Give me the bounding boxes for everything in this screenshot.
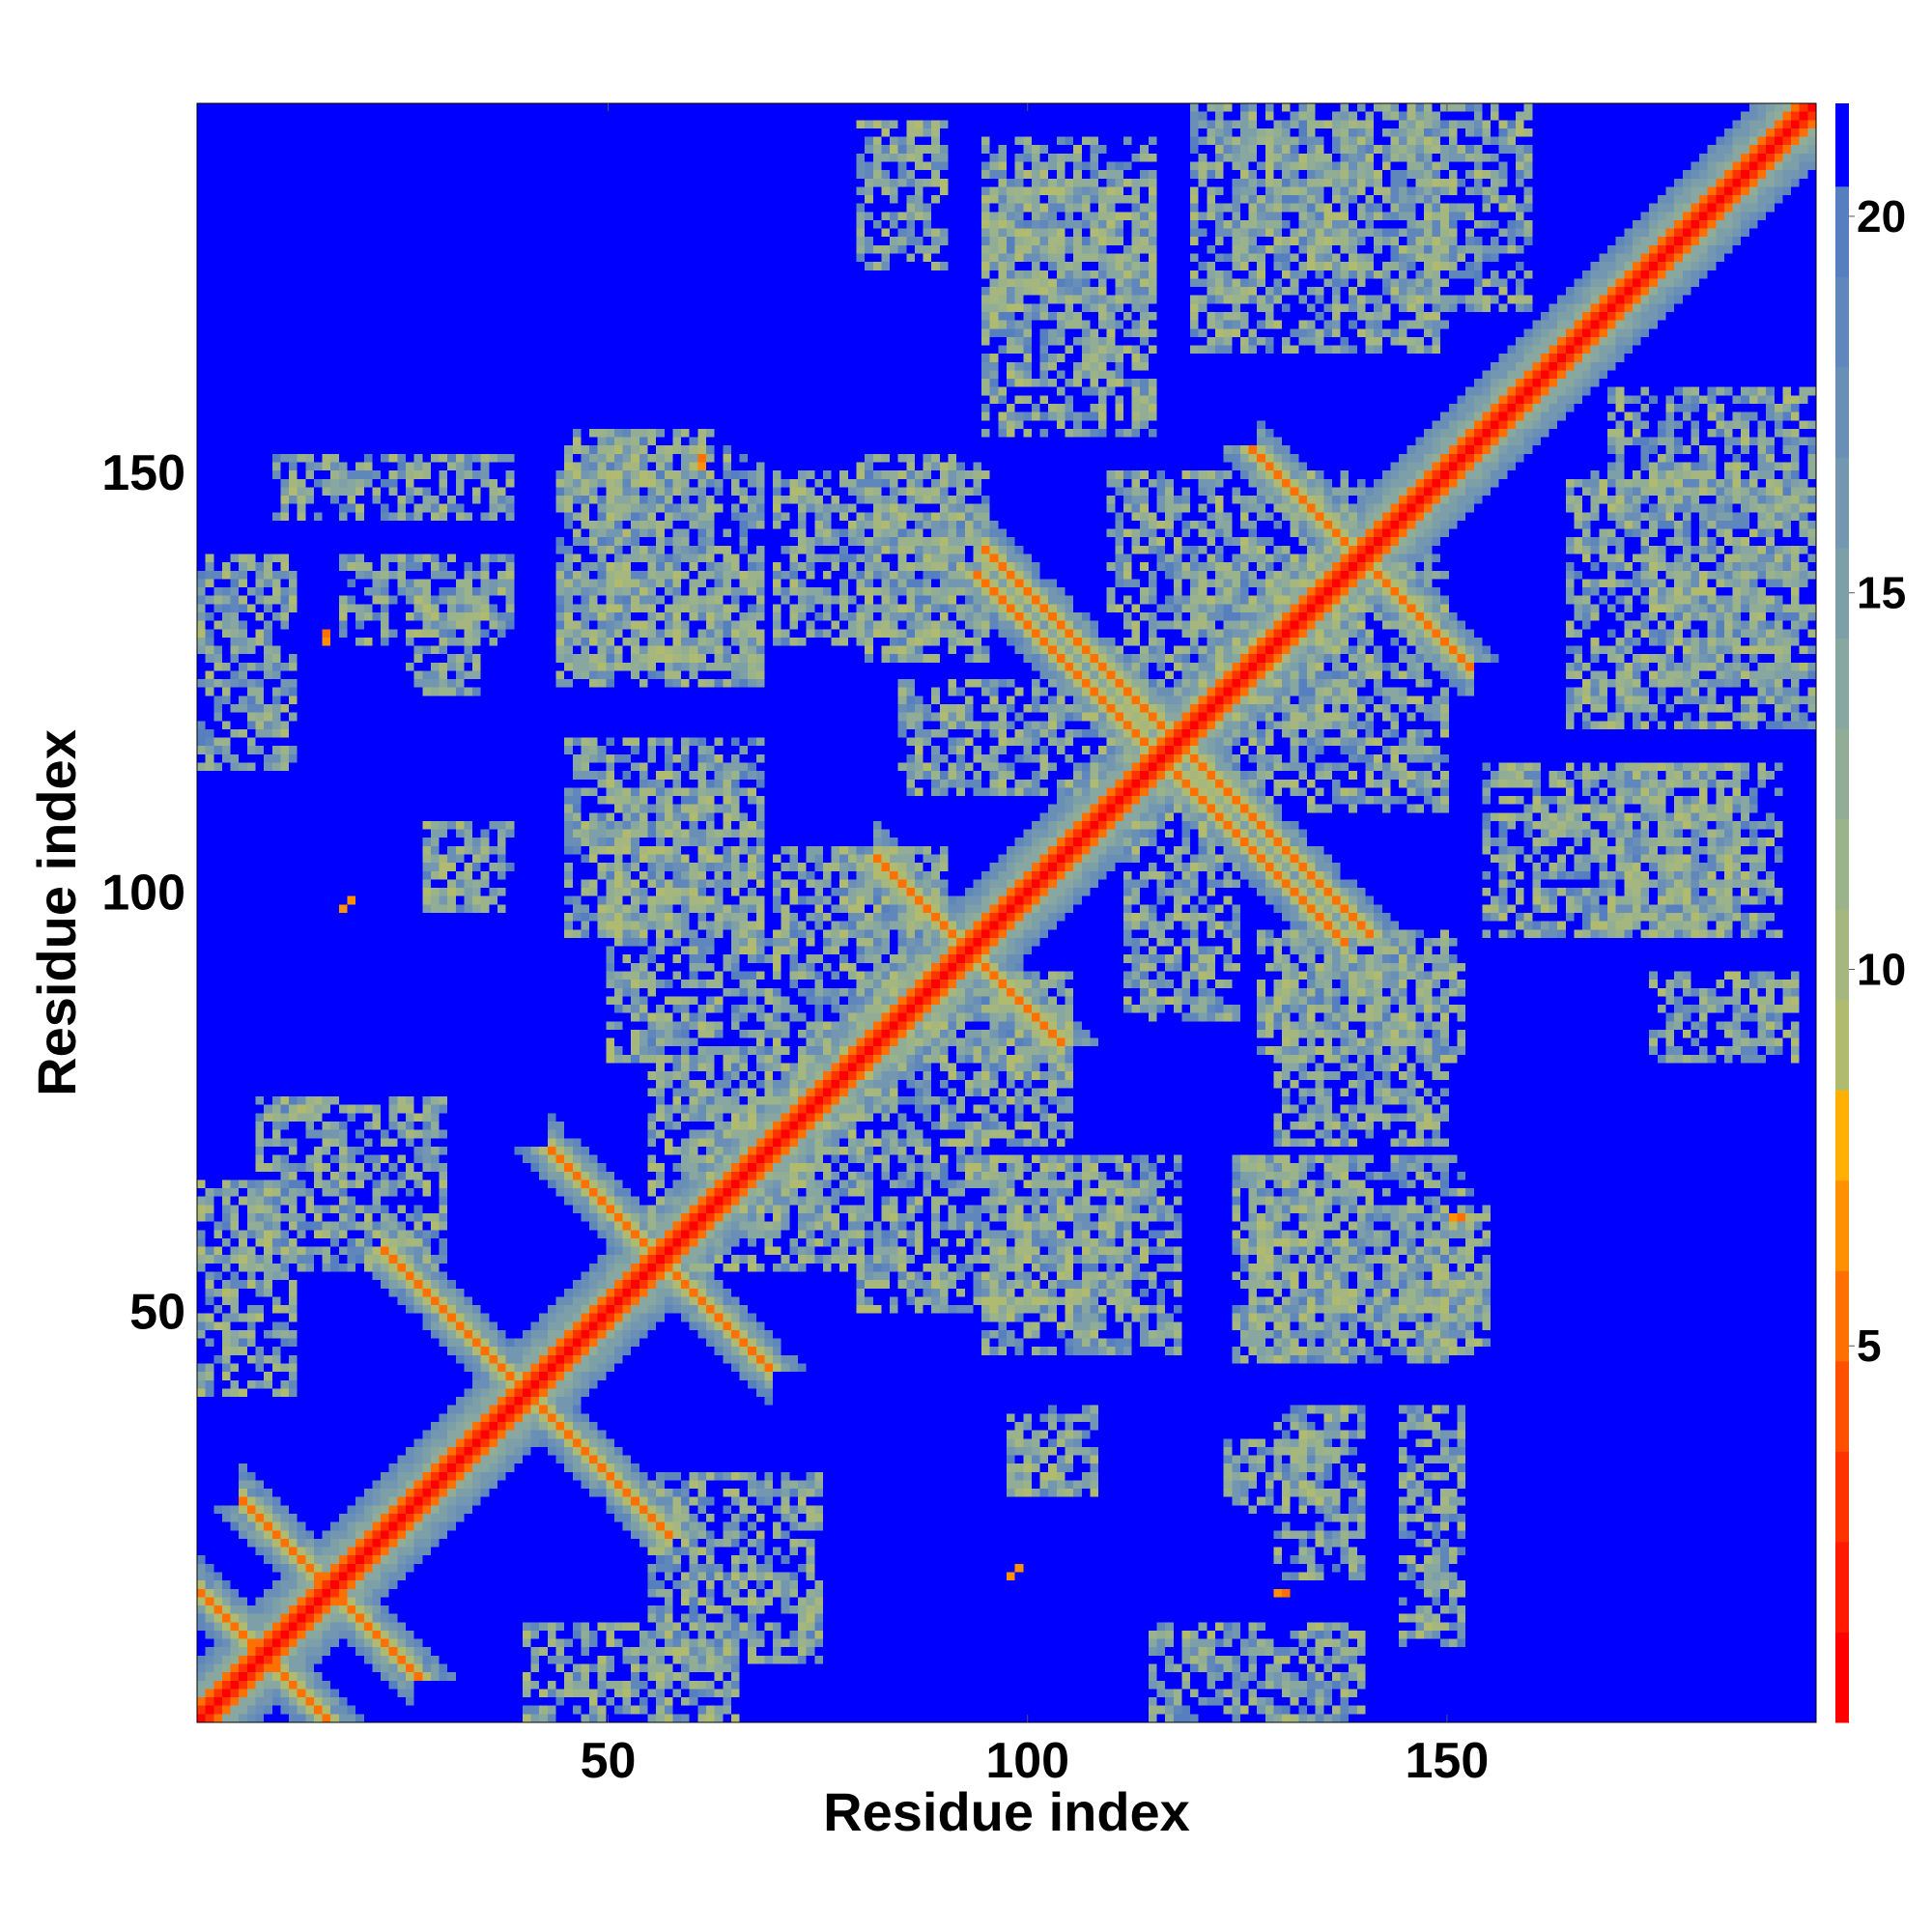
y-axis-title: Residue index <box>26 729 87 1096</box>
colorbar-segment <box>1835 1451 1849 1543</box>
colorbar-segment <box>1835 1270 1849 1362</box>
colorbar-segment <box>1835 999 1849 1091</box>
y-axis-ticks: 50 100 150 <box>101 445 185 1340</box>
y-tick-label: 100 <box>101 865 185 921</box>
heatmap-plot-area <box>197 103 1816 1722</box>
x-tick-label: 50 <box>581 1733 637 1789</box>
colorbar-segment <box>1835 103 1849 187</box>
colorbar-tick-label: 10 <box>1857 944 1906 994</box>
colorbar-segment <box>1835 818 1849 910</box>
colorbar-segment <box>1835 1179 1849 1271</box>
plot-frame <box>196 102 1817 1723</box>
colorbar-segment <box>1835 457 1849 549</box>
colorbar-segment <box>1835 276 1849 368</box>
colorbar-segment <box>1835 1541 1849 1633</box>
colorbar-tick-label: 5 <box>1857 1321 1882 1371</box>
colorbar-segment <box>1835 1632 1849 1723</box>
colorbar-tick-label: 20 <box>1857 191 1906 242</box>
colorbar-tick-label: 15 <box>1857 568 1906 618</box>
colorbar-segment <box>1835 728 1849 820</box>
colorbar-segment <box>1835 909 1849 1001</box>
colorbar-segment <box>1835 185 1849 277</box>
colorbar-ticks: 5 10 15 20 <box>1849 191 1906 1371</box>
y-tick-label: 50 <box>129 1284 185 1340</box>
colorbar <box>1835 103 1849 1723</box>
x-axis-ticks: 50 100 150 <box>581 103 1490 1789</box>
x-axis-title: Residue index <box>823 1781 1190 1842</box>
x-tick-label: 100 <box>985 1733 1069 1789</box>
y-tick-label: 150 <box>101 445 185 501</box>
colorbar-segment <box>1835 366 1849 458</box>
colorbar-segment <box>1835 547 1849 639</box>
colorbar-segment <box>1835 1360 1849 1452</box>
colorbar-segment <box>1835 638 1849 729</box>
colorbar-segment <box>1835 1090 1849 1181</box>
x-tick-label: 150 <box>1406 1733 1490 1789</box>
